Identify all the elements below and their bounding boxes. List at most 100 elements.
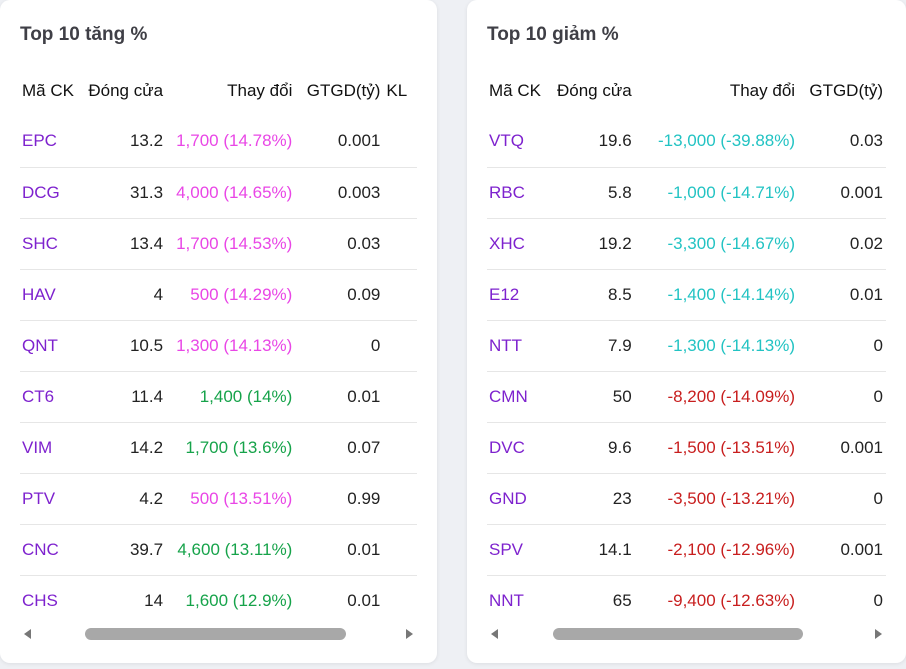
close-price: 14 <box>144 590 164 610</box>
stock-symbol[interactable]: HAV <box>20 269 80 321</box>
table-row[interactable]: QNT 10.5 1,300 (14.13%) 0 <box>20 320 417 372</box>
scrollbar-thumb[interactable] <box>553 628 803 640</box>
header-close[interactable]: Đóng cửa <box>556 81 632 100</box>
table-row[interactable]: VTQ 19.6 -13,000 (-39.88%) 0.03 <box>487 116 886 168</box>
trade-value: 0.03 <box>798 116 886 168</box>
close-price: 19.2 <box>548 218 635 270</box>
header-value[interactable]: GTGD(tỷ) <box>809 81 883 100</box>
trade-value: 0.01 <box>347 590 381 610</box>
trade-value: 0.001 <box>295 116 384 168</box>
price-change: 4,600 (13.11%) <box>166 524 296 576</box>
stock-symbol[interactable]: CMN <box>487 371 549 423</box>
horizontal-scrollbar[interactable] <box>487 626 886 642</box>
trade-value: 0.001 <box>798 524 886 576</box>
table-row[interactable]: DCG 31.3 4,000 (14.65%) 0.003 <box>20 167 417 219</box>
header-close[interactable]: Đóng cửa <box>88 81 164 100</box>
price-change: 4,000 (14.65%) <box>166 167 296 219</box>
stock-symbol[interactable]: CT6 <box>20 371 80 423</box>
table-row[interactable]: SPV 14.1 -2,100 (-12.96%) 0.001 <box>487 524 886 576</box>
top-losers-title: Top 10 giảm % <box>487 24 619 45</box>
trade-value: 0 <box>798 371 886 423</box>
table-row[interactable]: CT6 11.4 1,400 (14%) 0.01 <box>20 371 417 423</box>
header-volume[interactable]: KL <box>386 81 408 100</box>
volume-cell <box>383 116 417 168</box>
close-price: 13.2 <box>79 116 167 168</box>
price-change: -8,200 (-14.09%) <box>634 371 799 423</box>
top-gainers-table: Mã CK Đóng cửa Thay đổi GTGD(tỷ) KL EPC 1… <box>20 66 417 626</box>
scroll-left-arrow-icon[interactable] <box>491 629 498 639</box>
table-row[interactable]: XHC 19.2 -3,300 (-14.67%) 0.02 <box>487 218 886 270</box>
trade-value: 0 <box>798 473 886 525</box>
table-row[interactable]: CHS 14 1,600 (12.9%) 0.01 <box>20 575 417 626</box>
header-symbol[interactable]: Mã CK <box>489 81 541 100</box>
stock-symbol[interactable]: DCG <box>20 167 80 219</box>
top-gainers-table-scroll[interactable]: Mã CK Đóng cửa Thay đổi GTGD(tỷ) KL EPC 1… <box>20 66 417 626</box>
price-change: 500 (13.51%) <box>166 473 296 525</box>
stock-symbol[interactable]: NTT <box>487 320 549 372</box>
header-symbol[interactable]: Mã CK <box>22 81 74 100</box>
horizontal-scrollbar[interactable] <box>20 626 417 642</box>
scroll-left-arrow-icon[interactable] <box>24 629 31 639</box>
table-row[interactable]: NTT 7.9 -1,300 (-14.13%) 0 <box>487 320 886 372</box>
stock-symbol[interactable]: CHS <box>22 590 58 610</box>
table-header-row: Mã CK Đóng cửa Thay đổi GTGD(tỷ) <box>487 66 886 116</box>
top-losers-card: Top 10 giảm % Mã CK Đóng cửa Thay đổi GT… <box>467 0 906 663</box>
stock-symbol[interactable]: DVC <box>487 422 549 474</box>
close-price: 8.5 <box>548 269 635 321</box>
table-row[interactable]: NNT 65 -9,400 (-12.63%) 0 <box>487 575 886 626</box>
price-change: 500 (14.29%) <box>166 269 296 321</box>
stock-symbol[interactable]: SPV <box>487 524 549 576</box>
stock-symbol[interactable]: GND <box>487 473 549 525</box>
table-header-row: Mã CK Đóng cửa Thay đổi GTGD(tỷ) KL <box>20 66 417 116</box>
table-row[interactable]: CMN 50 -8,200 (-14.09%) 0 <box>487 371 886 423</box>
stock-symbol[interactable]: PTV <box>20 473 80 525</box>
table-row[interactable]: DVC 9.6 -1,500 (-13.51%) 0.001 <box>487 422 886 474</box>
table-row[interactable]: E12 8.5 -1,400 (-14.14%) 0.01 <box>487 269 886 321</box>
price-change: -9,400 (-12.63%) <box>667 590 796 610</box>
table-row[interactable]: SHC 13.4 1,700 (14.53%) 0.03 <box>20 218 417 270</box>
header-change[interactable]: Thay đổi <box>227 81 293 100</box>
price-change: 1,400 (14%) <box>166 371 296 423</box>
stock-symbol[interactable]: RBC <box>487 167 549 219</box>
header-value[interactable]: GTGD(tỷ) <box>306 81 381 100</box>
table-row[interactable]: VIM 14.2 1,700 (13.6%) 0.07 <box>20 422 417 474</box>
top-losers-table: Mã CK Đóng cửa Thay đổi GTGD(tỷ) VTQ 19.6… <box>487 66 886 626</box>
trade-value: 0.99 <box>295 473 384 525</box>
price-change: 1,300 (14.13%) <box>166 320 296 372</box>
close-price: 31.3 <box>79 167 167 219</box>
price-change: -13,000 (-39.88%) <box>634 116 799 168</box>
header-change[interactable]: Thay đổi <box>729 81 796 100</box>
top-losers-table-scroll[interactable]: Mã CK Đóng cửa Thay đổi GTGD(tỷ) VTQ 19.6… <box>487 66 886 626</box>
close-price: 9.6 <box>548 422 635 474</box>
close-price: 7.9 <box>548 320 635 372</box>
scrollbar-thumb[interactable] <box>85 628 346 640</box>
top-gainers-title: Top 10 tăng % <box>20 24 148 45</box>
top-gainers-card: Top 10 tăng % Mã CK Đóng cửa Thay đổi GT… <box>0 0 437 663</box>
scroll-right-arrow-icon[interactable] <box>406 629 413 639</box>
table-row[interactable]: GND 23 -3,500 (-13.21%) 0 <box>487 473 886 525</box>
price-change: -1,300 (-14.13%) <box>634 320 799 372</box>
stock-symbol[interactable]: VIM <box>20 422 80 474</box>
scroll-right-arrow-icon[interactable] <box>875 629 882 639</box>
table-row[interactable]: PTV 4.2 500 (13.51%) 0.99 <box>20 473 417 525</box>
stock-symbol[interactable]: VTQ <box>487 116 549 168</box>
trade-value: 0.01 <box>798 269 886 321</box>
table-row[interactable]: HAV 4 500 (14.29%) 0.09 <box>20 269 417 321</box>
table-row[interactable]: CNC 39.7 4,600 (13.11%) 0.01 <box>20 524 417 576</box>
stock-symbol[interactable]: E12 <box>487 269 549 321</box>
stock-symbol[interactable]: SHC <box>20 218 80 270</box>
stock-symbol[interactable]: CNC <box>20 524 80 576</box>
table-row[interactable]: RBC 5.8 -1,000 (-14.71%) 0.001 <box>487 167 886 219</box>
stock-symbol[interactable]: QNT <box>20 320 80 372</box>
volume-cell <box>383 524 417 576</box>
trade-value: 0.02 <box>798 218 886 270</box>
stock-symbol[interactable]: NNT <box>489 590 524 610</box>
stock-symbol[interactable]: EPC <box>20 116 80 168</box>
price-change: -2,100 (-12.96%) <box>634 524 799 576</box>
price-change: -3,500 (-13.21%) <box>634 473 799 525</box>
table-row[interactable]: EPC 13.2 1,700 (14.78%) 0.001 <box>20 116 417 168</box>
close-price: 19.6 <box>548 116 635 168</box>
price-change: 1,600 (12.9%) <box>185 590 293 610</box>
trade-value: 0.01 <box>295 371 384 423</box>
stock-symbol[interactable]: XHC <box>487 218 549 270</box>
